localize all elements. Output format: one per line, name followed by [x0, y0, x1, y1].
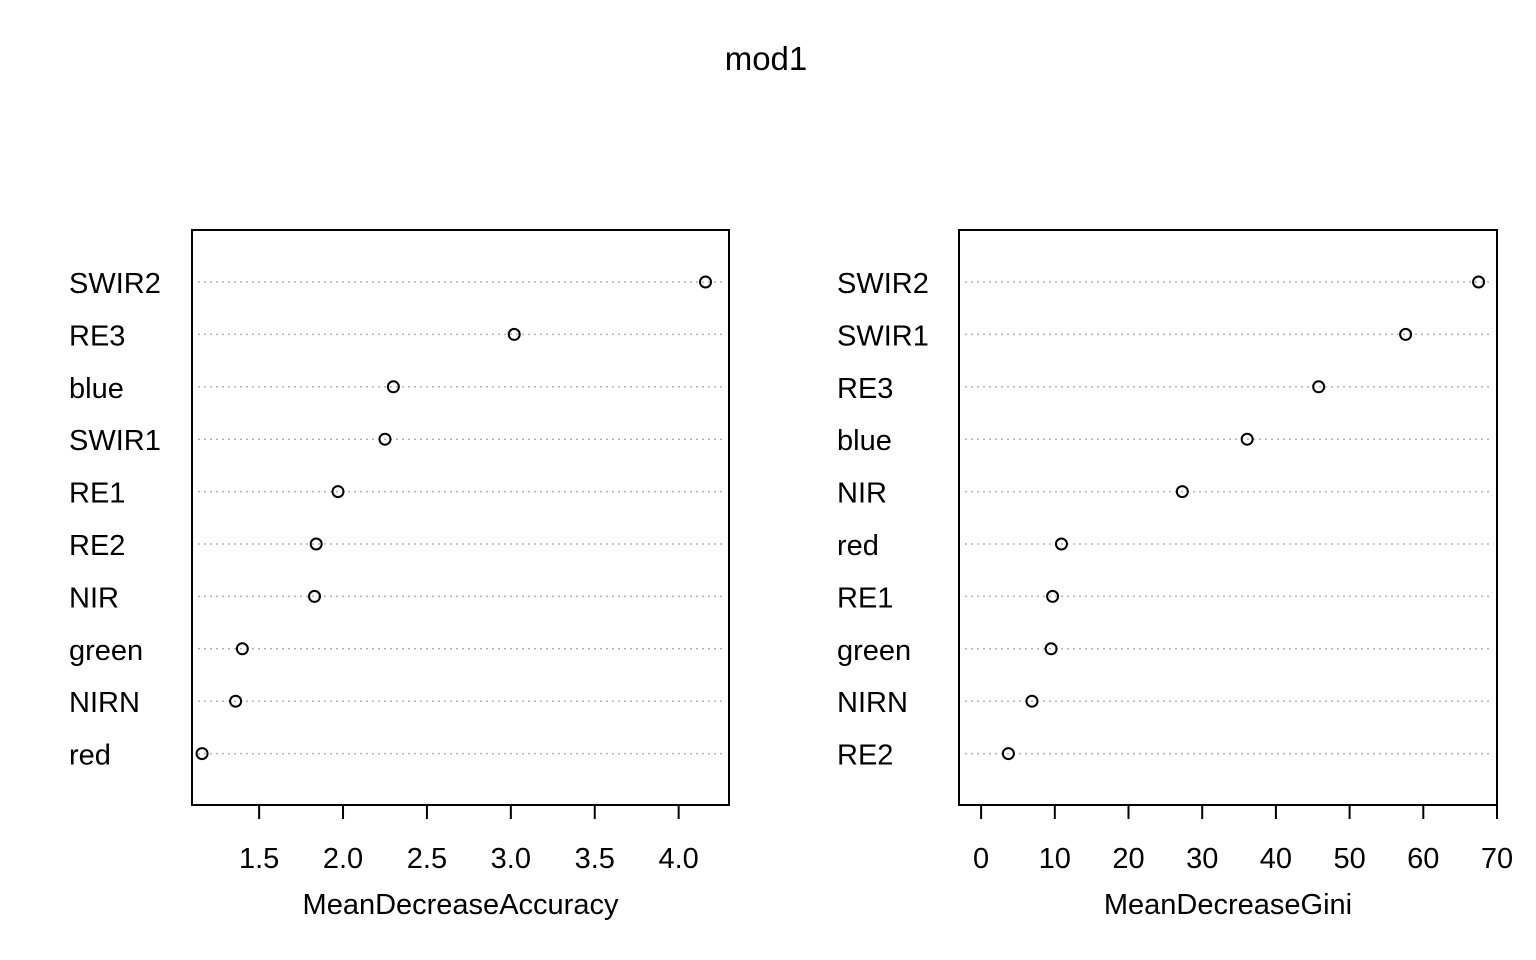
x-tick-label: 40	[1260, 843, 1292, 875]
chart-title: mod1	[725, 40, 808, 77]
data-point	[378, 432, 392, 446]
data-point	[1312, 380, 1326, 394]
x-tick-label: 0	[973, 843, 989, 875]
x-tick-label: 4.0	[658, 843, 698, 875]
category-label: NIR	[69, 582, 119, 614]
data-point	[1025, 694, 1039, 708]
x-tick-label: 30	[1186, 843, 1218, 875]
x-axis-title: MeanDecreaseGini	[1104, 889, 1352, 921]
category-label: RE3	[837, 373, 893, 405]
category-label: blue	[69, 373, 124, 405]
category-label: RE1	[69, 478, 125, 510]
chart-panels: SWIR2 RE3 blue SWIR1 RE1 RE2 NIR green NIRN red 1.…	[69, 229, 1513, 921]
data-point	[195, 747, 209, 761]
data-point	[1001, 747, 1015, 761]
x-tick-label: 50	[1333, 843, 1365, 875]
data-point	[386, 380, 400, 394]
x-tick-label: 10	[1039, 843, 1071, 875]
x-tick-label: 2.0	[323, 843, 363, 875]
x-tick-label: 3.0	[491, 843, 531, 875]
category-label: NIRN	[837, 687, 908, 719]
data-point	[235, 642, 249, 656]
plot-frame	[191, 229, 730, 806]
data-point	[229, 694, 243, 708]
data-point	[1044, 642, 1058, 656]
data-point	[507, 327, 521, 341]
category-label: RE2	[69, 530, 125, 562]
data-point	[699, 275, 713, 289]
category-label: NIR	[837, 478, 887, 510]
panel-1: SWIR2 RE3 blue SWIR1 RE1 RE2 NIR green NIRN red 1.…	[69, 229, 730, 921]
data-point	[1046, 589, 1060, 603]
category-label: SWIR1	[69, 425, 161, 457]
data-point	[308, 589, 322, 603]
category-label: blue	[837, 425, 892, 457]
data-point	[1054, 537, 1068, 551]
x-tick-label: 60	[1407, 843, 1439, 875]
data-point	[1399, 327, 1413, 341]
data-point	[1240, 432, 1254, 446]
x-tick-label: 70	[1481, 843, 1513, 875]
x-tick-label: 3.5	[575, 843, 615, 875]
category-label: red	[837, 530, 879, 562]
category-label: SWIR2	[837, 268, 929, 300]
panel-2: SWIR2 SWIR1 RE3 blue NIR red RE1 green NIRN RE2 0 1…	[837, 229, 1513, 921]
category-label: RE3	[69, 320, 125, 352]
x-tick-label: 2.5	[407, 843, 447, 875]
category-label: RE1	[837, 582, 893, 614]
category-label: SWIR2	[69, 268, 161, 300]
data-point	[1472, 275, 1486, 289]
x-tick-label: 1.5	[239, 843, 279, 875]
category-label: SWIR1	[837, 320, 929, 352]
x-tick-label: 20	[1112, 843, 1144, 875]
category-label: RE2	[837, 740, 893, 772]
data-point	[331, 485, 345, 499]
category-label: green	[69, 635, 143, 667]
data-point	[1175, 485, 1189, 499]
plot-frame	[958, 229, 1498, 806]
category-label: NIRN	[69, 687, 140, 719]
data-point	[309, 537, 323, 551]
category-label: green	[837, 635, 911, 667]
category-label: red	[69, 740, 111, 772]
x-axis-title: MeanDecreaseAccuracy	[303, 889, 619, 921]
